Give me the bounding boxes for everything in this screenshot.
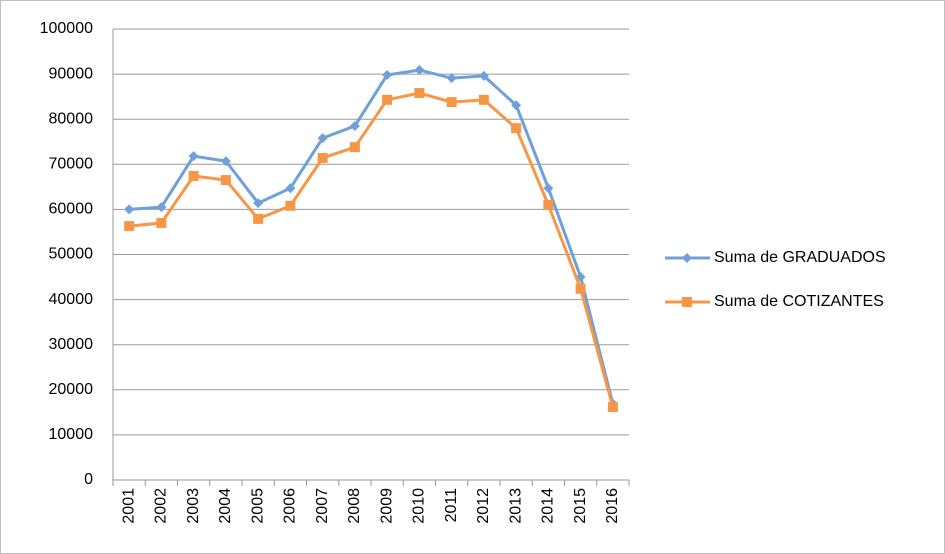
point	[188, 151, 199, 162]
point	[543, 199, 554, 210]
point	[220, 175, 231, 186]
y-tick-label: 30000	[49, 336, 94, 353]
point	[156, 202, 167, 213]
point	[285, 183, 296, 194]
x-tick-label: 2014	[540, 488, 557, 524]
point	[156, 217, 167, 228]
x-tick-label: 2015	[572, 488, 589, 524]
x-tick-label: 2008	[346, 488, 363, 524]
x-tick-label: 2012	[475, 488, 492, 524]
point	[543, 183, 554, 194]
x-tick-label: 2016	[604, 488, 621, 524]
x-tick-label: 2001	[120, 488, 137, 524]
point	[382, 94, 393, 105]
point	[317, 152, 328, 163]
y-tick-label: 60000	[49, 201, 94, 218]
point	[511, 100, 522, 111]
point	[382, 70, 393, 81]
x-tick-label: 2006	[282, 488, 299, 524]
y-tick-label: 90000	[49, 65, 94, 82]
point	[317, 133, 328, 144]
point	[414, 65, 425, 76]
point	[511, 123, 522, 134]
y-tick-label: 0	[84, 471, 93, 488]
x-tick-label: 2013	[507, 488, 524, 524]
x-tick-label: 2011	[443, 488, 460, 523]
x-tick-label: 2009	[378, 488, 395, 524]
point	[446, 73, 457, 84]
point	[478, 70, 489, 81]
y-tick-label: 50000	[49, 246, 94, 263]
x-tick-label: 2002	[153, 488, 170, 524]
point	[575, 283, 586, 294]
y-tick-label: 20000	[49, 381, 94, 398]
point	[478, 94, 489, 105]
x-tick-label: 2005	[249, 488, 266, 524]
x-tick-label: 2010	[411, 488, 428, 524]
point	[682, 297, 692, 307]
point	[607, 401, 618, 412]
series-line	[129, 68, 615, 405]
y-tick-label: 80000	[49, 110, 94, 127]
y-tick-label: 100000	[40, 20, 93, 37]
point	[253, 213, 264, 224]
point	[349, 142, 360, 153]
point	[285, 200, 296, 211]
x-tick-label: 2003	[185, 488, 202, 524]
point	[414, 88, 425, 99]
x-tick-label: 2007	[314, 488, 331, 524]
point	[220, 156, 231, 167]
y-tick-label: 40000	[49, 291, 94, 308]
point	[682, 253, 692, 263]
y-tick-label: 10000	[49, 426, 94, 443]
point	[188, 171, 199, 182]
legend-label: Suma de COTIZANTES	[714, 293, 884, 310]
point	[124, 221, 135, 232]
x-tick-label: 2004	[217, 488, 234, 524]
series-line	[128, 91, 615, 408]
point	[253, 198, 264, 209]
y-tick-label: 70000	[49, 156, 94, 173]
point	[446, 97, 457, 108]
point	[124, 204, 135, 215]
legend-label: Suma de GRADUADOS	[714, 249, 886, 266]
point	[349, 120, 360, 131]
